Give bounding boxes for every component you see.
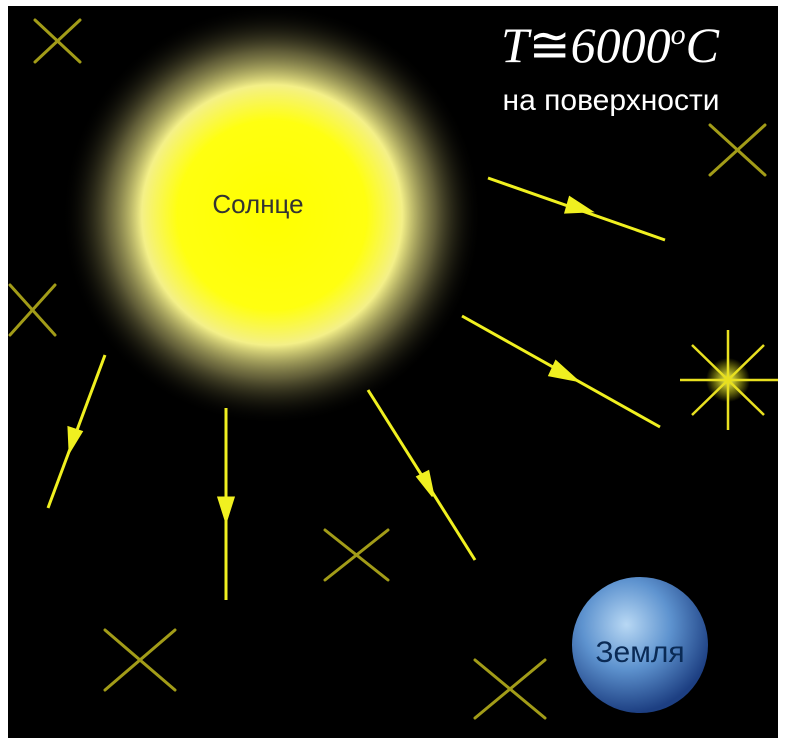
temp-value: 6000 xyxy=(571,17,671,73)
caption: на поверхности xyxy=(503,84,720,117)
temp-relation: ≅ xyxy=(529,17,571,73)
page: {"temperature": {"symbol": "T", "relatio… xyxy=(0,0,785,745)
temperature: T≅6000oC xyxy=(501,17,720,73)
scene: Солнце Земля T≅6000oC на поверхности xyxy=(0,0,785,745)
temp-degree: o xyxy=(671,18,686,51)
temp-symbol: T xyxy=(501,17,532,73)
sun-label: Солнце xyxy=(212,189,303,219)
earth-label: Земля xyxy=(595,636,684,669)
temp-unit: C xyxy=(686,17,720,73)
